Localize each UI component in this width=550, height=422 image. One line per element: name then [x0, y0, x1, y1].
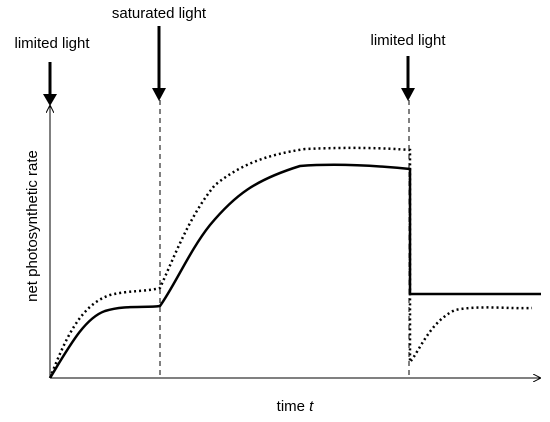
- x-label-text: time: [277, 398, 305, 415]
- arrow-head: [401, 88, 415, 101]
- x-axis-label: time t: [277, 398, 315, 415]
- y-axis-label: net photosynthetic rate: [24, 150, 41, 302]
- annotation: saturated light: [112, 5, 207, 22]
- arrow-head: [43, 94, 57, 106]
- solid-curve: [48, 163, 541, 379]
- dotted-curve: [48, 146, 533, 379]
- x-label-variable: t: [309, 398, 314, 415]
- annotation: limited light: [14, 35, 90, 52]
- arrow-head: [152, 88, 166, 101]
- annotation: limited light: [370, 32, 446, 49]
